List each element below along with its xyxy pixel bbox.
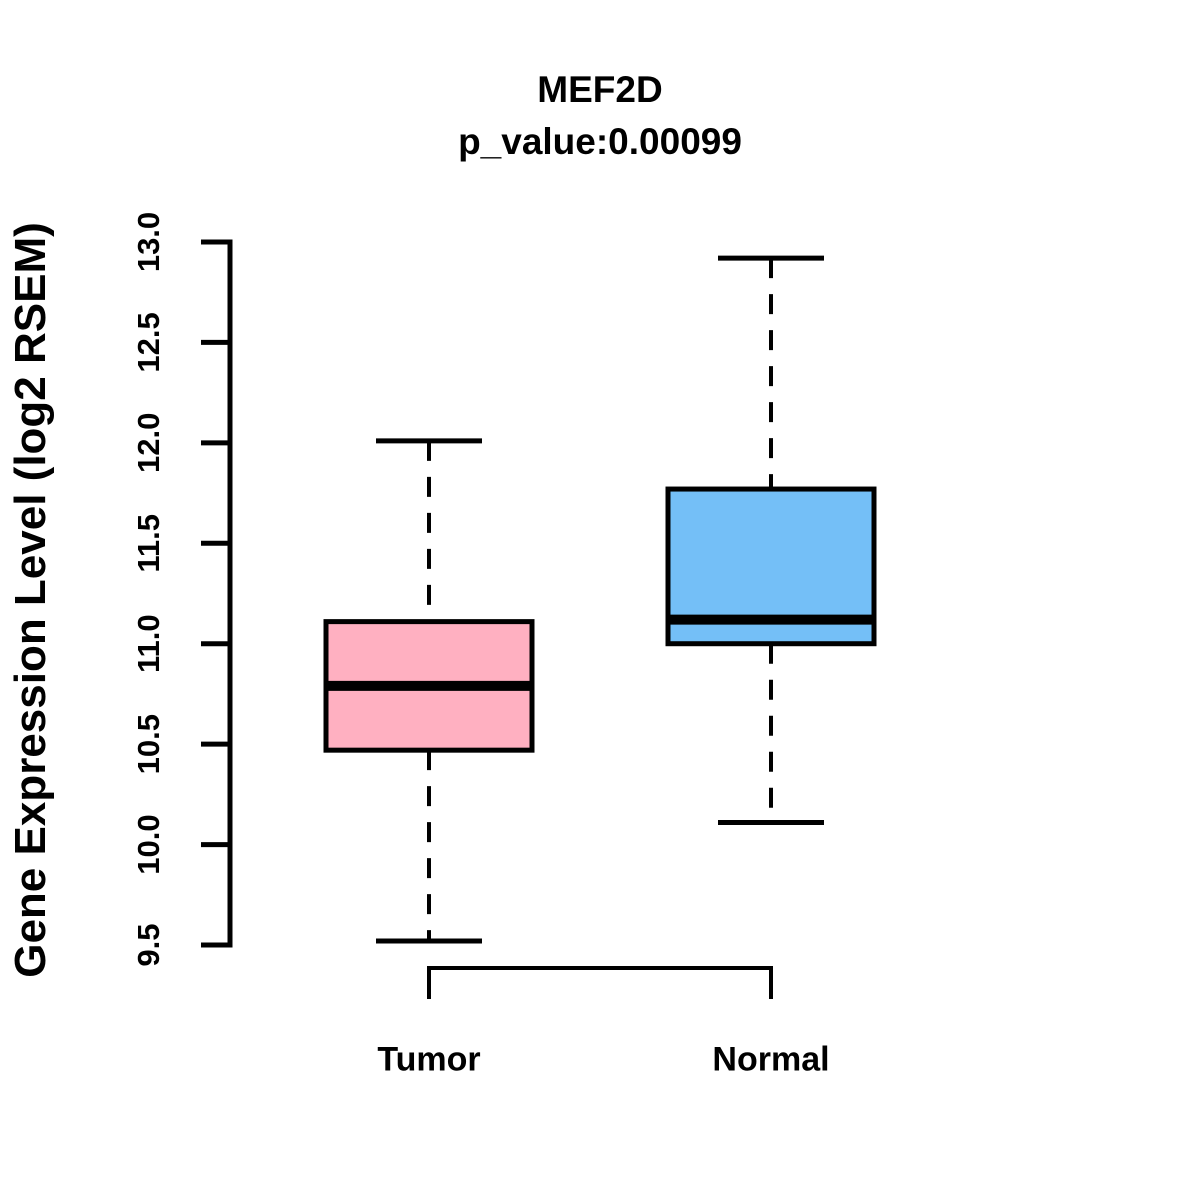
x-axis-bracket — [427, 966, 773, 999]
category-label-normal: Normal — [712, 1040, 830, 1079]
category-label-tumor: Tumor — [377, 1040, 481, 1079]
y-axis-tick-label: 11.5 — [131, 514, 166, 573]
chart-title: MEF2D p_value:0.00099 — [230, 64, 970, 168]
y-axis-tick-label: 10.0 — [131, 814, 166, 874]
y-axis-tick-label: 11.0 — [131, 614, 166, 673]
y-axis-tick-label: 12.0 — [131, 413, 166, 473]
y-axis-tick-label: 13.0 — [131, 212, 166, 272]
p-value-subtitle: p_value:0.00099 — [458, 121, 742, 162]
y-axis-tick-label: 10.5 — [131, 714, 166, 774]
y-axis-title: Gene Expression Level (log2 RSEM) — [6, 222, 55, 978]
y-axis-tick-label: 12.5 — [131, 312, 166, 372]
y-axis-tick-label: 9.5 — [131, 923, 166, 966]
gene-name-title: MEF2D — [537, 69, 663, 110]
